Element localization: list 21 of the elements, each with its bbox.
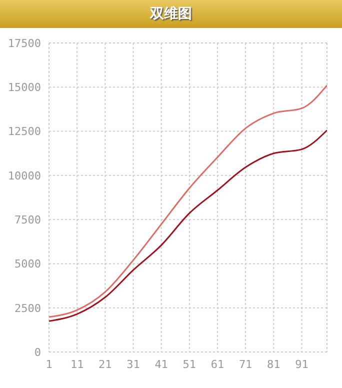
line-series — [49, 84, 327, 318]
x-tick-label: 51 — [182, 358, 196, 371]
x-tick-label: 71 — [238, 358, 252, 371]
y-tick-label: 17500 — [8, 36, 41, 50]
y-tick-label: 10000 — [8, 169, 41, 182]
y-tick-label: 2500 — [14, 302, 41, 315]
x-tick-label: 91 — [295, 358, 308, 371]
y-tick-label: 7500 — [14, 213, 41, 226]
x-tick-label: 41 — [154, 358, 168, 371]
y-tick-label: 15000 — [8, 81, 41, 94]
y-tick-label: 12500 — [8, 125, 41, 138]
y-tick-label: 5000 — [14, 258, 41, 271]
chart-title: 双维图 — [0, 0, 342, 28]
x-tick-label: 21 — [98, 358, 112, 371]
x-tick-label: 31 — [126, 358, 140, 371]
y-tick-label: 0 — [34, 346, 41, 359]
x-tick-label: 11 — [70, 358, 84, 371]
x-tick-label: 81 — [267, 358, 280, 371]
line-series — [49, 129, 327, 322]
x-tick-label: 61 — [210, 358, 224, 371]
x-tick-label: 1 — [46, 358, 52, 371]
